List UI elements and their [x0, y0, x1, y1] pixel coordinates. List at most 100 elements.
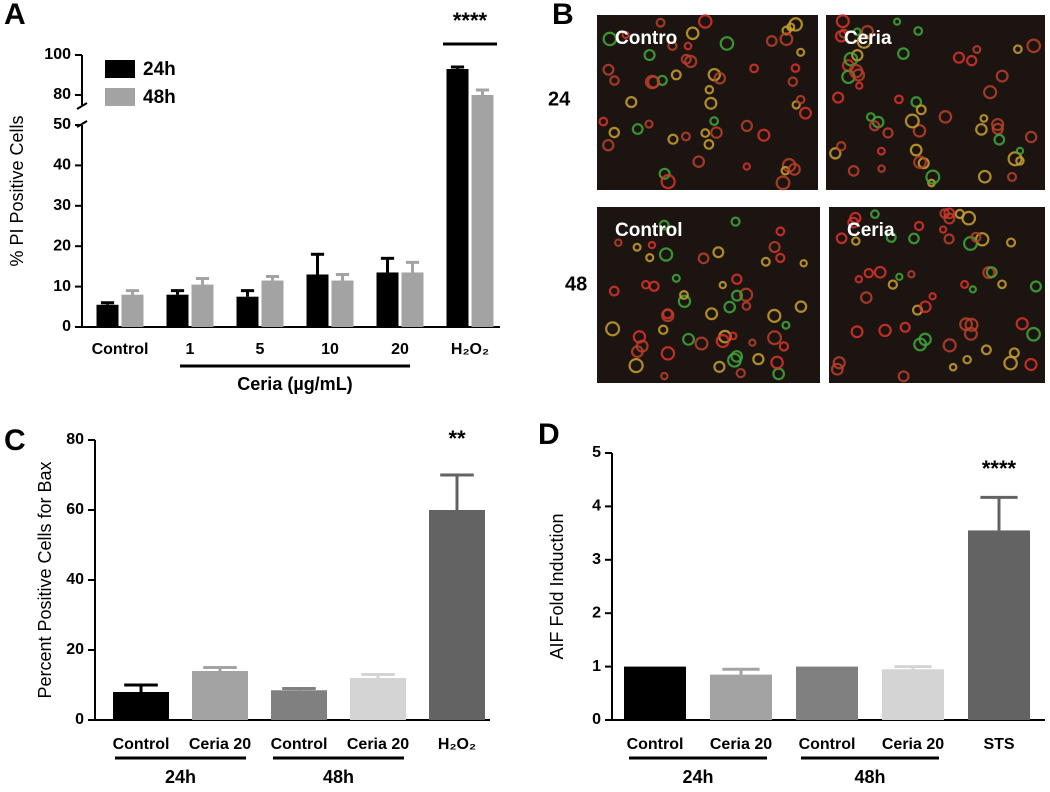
x-tick-label: H₂O₂	[438, 736, 476, 753]
cell	[832, 91, 845, 104]
x-tick-label: Ceria 20	[347, 736, 409, 753]
image-label: Ceria	[844, 28, 892, 49]
bar	[96, 304, 119, 327]
cell	[847, 165, 860, 177]
cell	[948, 362, 958, 372]
cell	[854, 275, 864, 284]
y-axis-label: AIF Fold Induction	[547, 513, 567, 659]
cell	[952, 51, 966, 64]
x-tick-label: 20	[391, 341, 409, 358]
cell	[786, 22, 796, 32]
cell	[657, 324, 669, 336]
cell	[712, 246, 725, 259]
y-tick-label: 40	[66, 571, 84, 588]
group-label: 48h	[854, 767, 885, 787]
bar	[796, 666, 858, 720]
cell	[621, 30, 630, 39]
cell	[775, 175, 791, 191]
cell	[728, 331, 738, 341]
cell	[715, 334, 730, 349]
cell	[671, 273, 681, 283]
cell	[635, 339, 649, 353]
cell	[735, 367, 746, 379]
cell	[731, 289, 744, 302]
cell	[748, 338, 757, 347]
cell	[908, 232, 920, 245]
x-tick-label: 10	[321, 341, 339, 358]
cell	[851, 236, 861, 246]
cell	[781, 320, 791, 330]
y-tick-label: 20	[53, 237, 71, 254]
cell	[915, 104, 927, 116]
cell	[694, 336, 709, 351]
cell	[749, 63, 760, 74]
cell	[835, 140, 847, 152]
cell	[1026, 38, 1042, 54]
bar	[350, 678, 406, 720]
cell	[794, 300, 808, 313]
cell	[1026, 326, 1041, 342]
cell	[625, 96, 638, 109]
cell	[878, 323, 892, 338]
bar	[401, 272, 424, 327]
y-tick-label: 0	[75, 711, 84, 728]
cell	[907, 270, 916, 279]
y-tick-label: 10	[53, 278, 71, 295]
cell	[767, 308, 782, 323]
cell	[1024, 130, 1038, 144]
cell	[829, 147, 842, 160]
cell	[1015, 156, 1025, 166]
cell	[685, 26, 700, 41]
y-tick-label: 4	[592, 498, 601, 515]
cell	[963, 326, 978, 341]
cell	[787, 76, 799, 87]
panel-label: B	[552, 0, 574, 31]
bar	[306, 274, 329, 327]
legend-label: 24h	[143, 59, 176, 80]
cell	[608, 285, 620, 297]
group-label: 24h	[165, 767, 196, 787]
cell	[943, 233, 955, 245]
cell	[768, 240, 781, 254]
bar	[624, 666, 686, 720]
cell	[683, 41, 693, 51]
bar	[446, 69, 469, 327]
cell	[868, 120, 881, 132]
cell	[752, 352, 765, 366]
cell	[778, 341, 790, 352]
cell	[843, 51, 859, 67]
x-tick-label: Ceria 20	[710, 736, 772, 753]
cell	[892, 17, 902, 26]
cell	[983, 85, 998, 100]
cell	[631, 123, 644, 135]
cell	[870, 209, 880, 220]
x-tick-label: Ceria 20	[189, 736, 251, 753]
cell	[925, 169, 941, 185]
cell	[859, 291, 873, 304]
cell	[658, 247, 674, 262]
cell	[608, 126, 621, 139]
cell	[658, 219, 670, 231]
cell	[991, 117, 1005, 132]
legend-swatch	[105, 88, 135, 106]
cell	[648, 280, 660, 292]
bar	[882, 669, 944, 720]
row-label: 24	[548, 88, 571, 110]
cell	[713, 72, 727, 85]
y-tick-label: 50	[53, 116, 71, 133]
group-label: 48h	[323, 767, 354, 787]
y-tick-label: 5	[592, 444, 601, 461]
cell	[645, 253, 655, 263]
cell	[851, 68, 866, 82]
y-axis-label: % PI Positive Cells	[7, 115, 27, 266]
cell	[939, 208, 951, 219]
x-tick-label: STS	[983, 736, 1014, 753]
y-tick-label: 20	[66, 641, 84, 658]
cell	[680, 53, 692, 65]
cell	[997, 279, 1007, 290]
x-tick-label: Control	[627, 736, 684, 753]
y-tick-label: 80	[53, 86, 71, 103]
cell	[835, 232, 848, 245]
x-tick-label: 5	[256, 341, 265, 358]
cell	[658, 167, 671, 180]
